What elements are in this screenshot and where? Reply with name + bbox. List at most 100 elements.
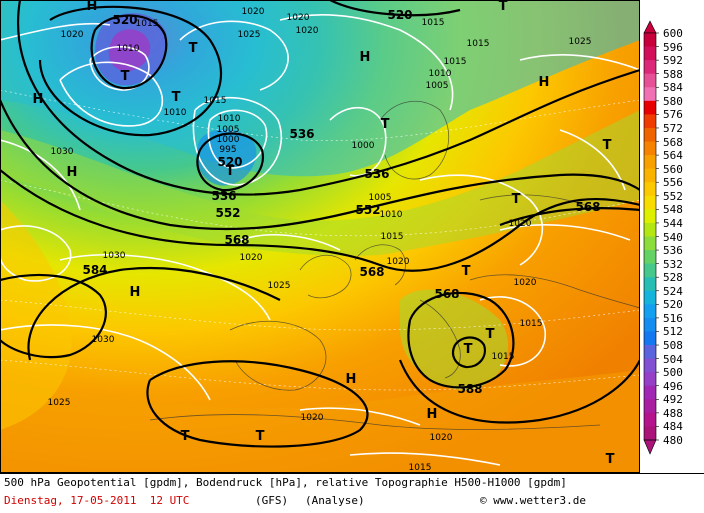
pressure-label: 1000 <box>217 135 240 145</box>
low-marker: T <box>381 117 390 132</box>
scale-arrow-top <box>643 20 657 34</box>
scale-color-swatch <box>644 426 656 441</box>
scale-color-swatch <box>644 168 656 183</box>
geo-label: 584 <box>82 263 107 277</box>
region-yellow-west <box>0 200 72 430</box>
pressure-label: 1015 <box>204 96 227 106</box>
scale-color-swatch <box>644 114 656 129</box>
scale-label: 568 <box>663 135 683 149</box>
pressure-label: 1025 <box>48 398 71 408</box>
high-marker: H <box>539 75 550 90</box>
map-description: 500 hPa Geopotential [gpdm], Bodendruck … <box>4 476 567 489</box>
scale-label: 480 <box>663 434 683 447</box>
low-marker: T <box>172 90 181 105</box>
scale-color-swatch <box>644 345 656 359</box>
geo-label: 588 <box>457 382 482 396</box>
scale-color-swatch <box>644 46 656 61</box>
region-green-mid <box>0 110 640 256</box>
scale-label: 536 <box>663 244 683 258</box>
high-marker: H <box>87 0 98 14</box>
scale-color-swatch <box>644 290 656 305</box>
low-marker: T <box>603 138 612 153</box>
scale-color-swatch <box>644 87 656 102</box>
scale-label: 592 <box>663 54 683 68</box>
scale-color-swatch <box>644 317 656 332</box>
pressure-label: 1010 <box>429 69 452 79</box>
pressure-label: 1015 <box>444 57 467 67</box>
scale-label: 484 <box>663 420 683 434</box>
geo-label: 520 <box>217 155 242 169</box>
scale-label: 504 <box>663 352 683 366</box>
scale-label: 492 <box>663 393 683 407</box>
scale-label: 584 <box>663 81 683 95</box>
pressure-label: 1005 <box>426 81 449 91</box>
pressure-label: 1020 <box>509 219 532 229</box>
scale-label: 588 <box>663 67 683 81</box>
scale-label: 488 <box>663 406 683 420</box>
scale-color-swatch <box>644 222 656 237</box>
pressure-label: 1030 <box>103 251 126 261</box>
scale-color-swatch <box>644 304 656 319</box>
pressure-label: 1010 <box>218 114 241 124</box>
scale-color-swatch <box>644 250 656 265</box>
pressure-label: 1015 <box>467 39 490 49</box>
map-run-type: (Analyse) <box>305 494 365 507</box>
scale-color-swatch <box>644 236 656 251</box>
pressure-label: 1015 <box>422 18 445 28</box>
pressure-label: 1030 <box>51 147 74 157</box>
map-model: (GFS) <box>255 494 289 507</box>
scale-color-swatch <box>644 60 656 75</box>
pressure-label: 1020 <box>287 13 310 23</box>
scale-label: 496 <box>663 379 683 393</box>
pressure-label: 1015 <box>409 463 432 473</box>
pressure-label: 1020 <box>242 7 265 17</box>
high-marker: H <box>346 372 357 387</box>
scale-color-swatch <box>644 182 656 197</box>
low-marker: T <box>121 69 130 84</box>
low-marker: T <box>462 264 471 279</box>
scale-label: 532 <box>663 257 683 271</box>
geo-label: 552 <box>355 203 380 217</box>
geo-label: 568 <box>575 200 600 214</box>
low-marker: T <box>512 192 521 207</box>
low-marker: T <box>181 429 190 444</box>
high-marker: H <box>360 50 371 65</box>
scale-label: 548 <box>663 203 683 217</box>
pressure-label: 1005 <box>217 125 240 135</box>
pressure-label: 1020 <box>240 253 263 263</box>
scale-color-swatch <box>644 127 656 142</box>
scale-color-swatch <box>644 358 656 373</box>
scale-label: 508 <box>663 339 683 353</box>
region-orange-south <box>0 370 640 473</box>
pressure-label: 1005 <box>369 193 392 203</box>
copyright: © www.wetter3.de <box>480 494 586 507</box>
pressure-label: 1025 <box>569 37 592 47</box>
geo-label: 568 <box>224 233 249 247</box>
low-marker: T <box>189 41 198 56</box>
color-scale-bar <box>643 20 659 455</box>
low-marker: T <box>486 327 495 342</box>
scale-color-swatch <box>644 412 656 427</box>
low-marker: T <box>226 164 235 179</box>
geo-label: 520 <box>112 13 137 27</box>
scale-label: 600 <box>663 27 683 40</box>
scale-label: 580 <box>663 94 683 108</box>
geo-label: 536 <box>211 189 236 203</box>
pressure-label: 1010 <box>380 210 403 220</box>
region-purple-core <box>108 29 151 72</box>
high-marker: H <box>427 407 438 422</box>
scale-arrow-bottom <box>643 439 657 455</box>
scale-color-swatch <box>644 372 656 387</box>
scale-label: 552 <box>663 189 683 203</box>
low-marker: T <box>464 342 473 357</box>
pressure-label: 1030 <box>92 335 115 345</box>
pressure-label: 1010 <box>164 108 187 118</box>
high-marker: H <box>130 285 141 300</box>
scale-label: 540 <box>663 230 683 244</box>
pressure-label: 1015 <box>381 232 404 242</box>
map-footer: 500 hPa Geopotential [gpdm], Bodendruck … <box>0 473 704 513</box>
geo-label: 568 <box>359 265 384 279</box>
weather-map: 520 520 520 536 536 552 552 568 568 568 … <box>0 0 640 473</box>
geopotential-labels: 520 520 520 536 536 552 552 568 568 568 … <box>82 8 600 396</box>
region-blue-low-2 <box>196 129 257 186</box>
